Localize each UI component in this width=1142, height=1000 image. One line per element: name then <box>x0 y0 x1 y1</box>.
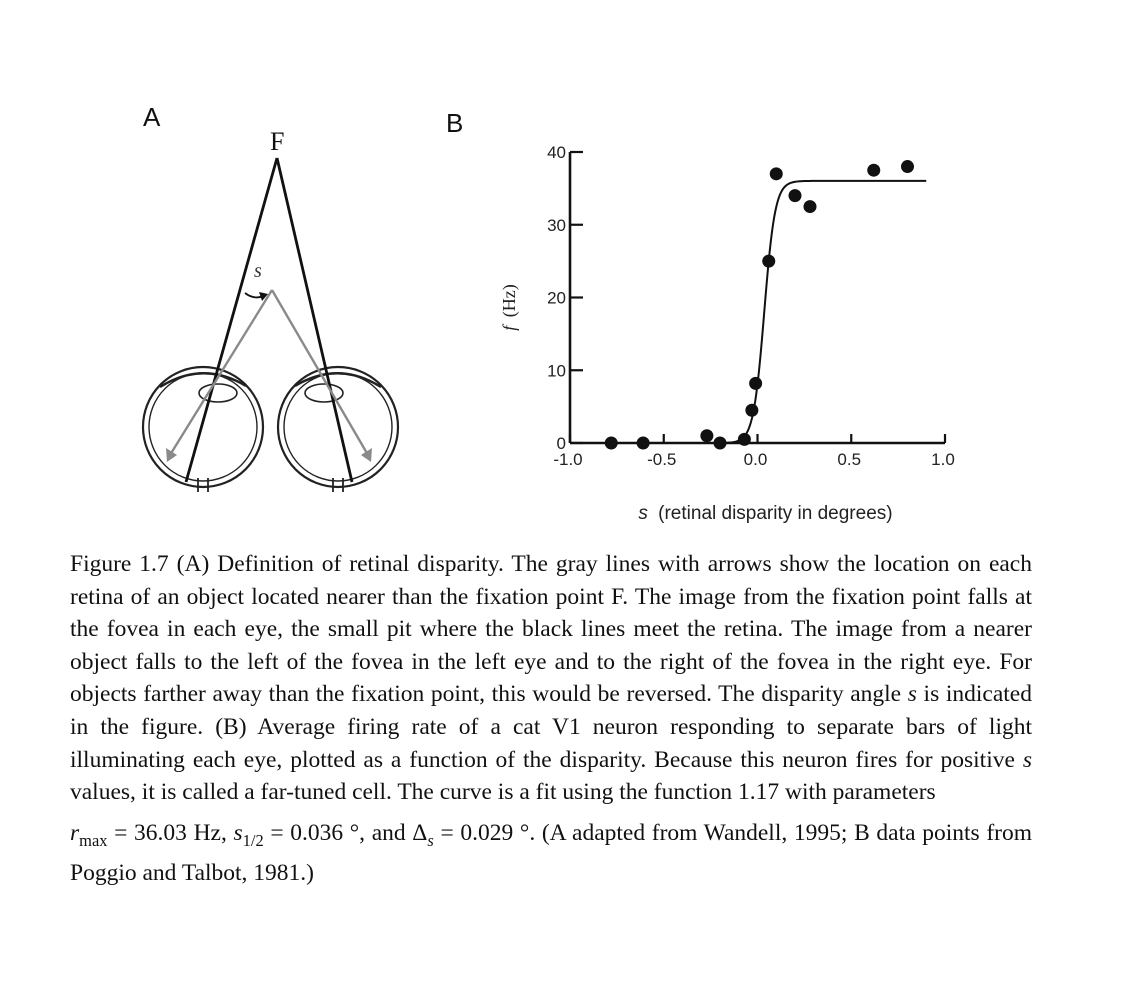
panel-a-label: A <box>143 102 161 132</box>
caption-r-value: = 36.03 Hz, <box>107 819 234 846</box>
chart-axes <box>568 152 945 445</box>
caption-delta-symbol: Δ <box>412 819 428 846</box>
caption-tail: values, it is called a far-tuned cell. T… <box>70 779 936 806</box>
caption-r-symbol: r <box>70 819 80 846</box>
y-tick-label: 40 <box>547 143 566 162</box>
caption-delta-subscript: s <box>427 830 434 850</box>
disparity-arrow <box>244 292 268 301</box>
left-eye <box>141 365 265 492</box>
y-axis-text: (Hz) <box>499 284 520 317</box>
data-points <box>604 160 914 450</box>
y-tick-label: 20 <box>547 289 566 308</box>
fit-curve <box>607 179 927 444</box>
right-eye <box>276 365 400 492</box>
data-point <box>604 436 618 450</box>
caption-r-subscript: max <box>79 830 108 850</box>
retinal-disparity-diagram: F s <box>141 127 400 492</box>
near-object-lines <box>168 289 370 456</box>
firing-rate-chart: -1.0 -0.5 0.0 0.5 1.0 0 10 20 30 40 s (retinal di… <box>499 143 955 524</box>
caption-s-value: = 0.036 °, and <box>263 819 413 846</box>
data-point <box>636 436 650 450</box>
caption-mid: is indicated in the figure. (B) Average … <box>70 681 1032 773</box>
caption-s-symbol-1: s <box>907 681 917 708</box>
y-axis-label: f (Hz) <box>499 284 520 331</box>
x-tick-label: 0.5 <box>837 450 861 469</box>
caption-parameters: rmax = 36.03 Hz, s1/2 = 0.036 °, and Δs … <box>70 817 1032 890</box>
x-tick-label: -1.0 <box>553 450 582 469</box>
data-point <box>901 160 914 174</box>
caption-delta-value: = 0.029 °. (A adapted from Wandell, 1995… <box>70 819 1032 887</box>
caption-s-symbol-2: s <box>1022 746 1032 773</box>
y-tick-label: 0 <box>557 434 566 453</box>
data-point <box>769 167 783 181</box>
x-tick-label: 0.0 <box>744 450 768 469</box>
y-tick-label: 30 <box>547 216 566 235</box>
figure-caption: Figure 1.7 (A) Definition of retinal dis… <box>70 548 1032 890</box>
x-axis-text: (retinal disparity in degrees) <box>658 503 892 524</box>
x-axis-symbol: s <box>638 503 648 524</box>
data-point <box>803 200 817 214</box>
x-tick-label: 1.0 <box>931 450 955 469</box>
data-point <box>700 429 714 443</box>
data-point <box>788 189 802 203</box>
data-point <box>867 163 881 177</box>
x-axis-label: s (retinal disparity in degrees) <box>638 503 892 524</box>
disparity-angle-label: s <box>254 260 262 282</box>
chart-ticks: -1.0 -0.5 0.0 0.5 1.0 0 10 20 30 40 <box>547 143 955 469</box>
x-tick-label: -0.5 <box>647 450 676 469</box>
fixation-point-label: F <box>270 127 284 156</box>
data-point <box>713 436 727 450</box>
caption-s-symbol-3: s <box>233 819 243 846</box>
caption-s-subscript: 1/2 <box>242 830 264 850</box>
data-point <box>762 254 776 268</box>
y-axis-symbol: f <box>499 323 519 331</box>
fixation-lines <box>184 157 354 483</box>
near-object-arrowheads <box>166 448 372 462</box>
y-tick-label: 10 <box>547 361 566 380</box>
panel-b-label: B <box>446 108 464 138</box>
data-point <box>737 432 751 446</box>
data-point <box>745 403 759 417</box>
caption-main: Figure 1.7 (A) Definition of retinal dis… <box>70 551 1032 708</box>
data-point <box>749 376 763 390</box>
